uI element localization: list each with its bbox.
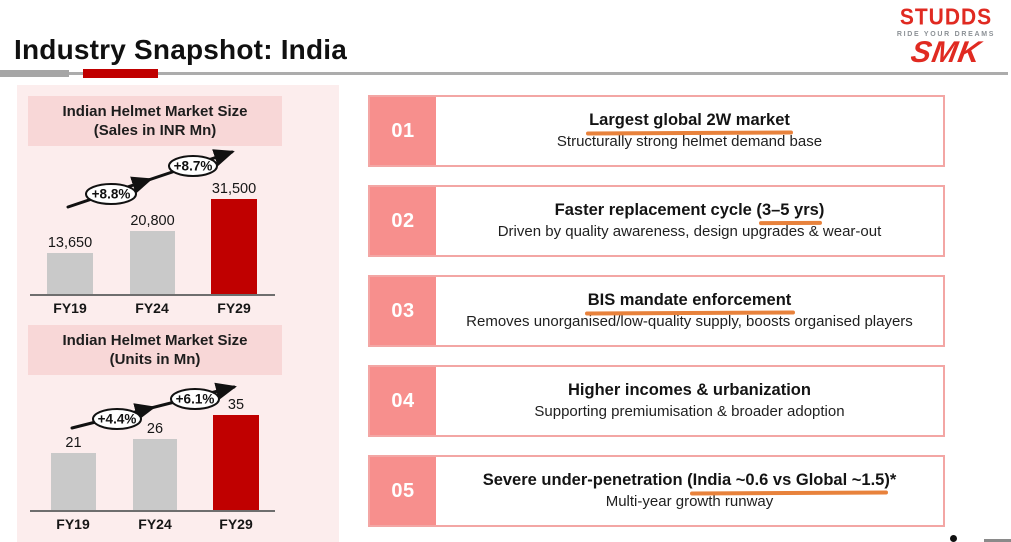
bar-value-label: 20,800 [130, 213, 175, 230]
insight-card-04: 04 Higher incomes & urbanization Support… [368, 365, 945, 437]
bar-value-label: 31,500 [211, 181, 257, 197]
axis-tick-label: FY24 [135, 300, 169, 316]
insight-card-01: 01 Largest global 2W market Structurally… [368, 95, 945, 167]
divider-line [0, 72, 1008, 75]
sales-chart-title-line2: (Sales in INR Mn) [93, 122, 217, 139]
accent-bar-gray [0, 70, 69, 77]
sales-trend-mid-arrow [130, 176, 153, 194]
underlined-text: BIS mandate enforcement [587, 291, 792, 310]
card-title: BIS mandate enforcement [588, 290, 792, 311]
units-chart-header: Indian Helmet Market Size (Units in Mn) [28, 325, 282, 375]
units-bar-fy24 [133, 439, 177, 510]
card-title: Faster replacement cycle (3–5 yrs) [554, 201, 825, 220]
growth-badge-ellipse [85, 183, 137, 205]
units-bar-fy19 [51, 453, 96, 510]
growth-badge-ellipse [168, 155, 218, 177]
bar-value-label: 21 [65, 435, 82, 451]
sales-bar-fy19 [47, 252, 93, 294]
growth-badge-label: +8.7% [174, 159, 213, 174]
underlined-text: Largest global 2W market [589, 111, 790, 130]
card-subtitle: Structurally strong helmet demand base [556, 132, 823, 150]
bar-value-label: 26 [146, 421, 164, 438]
underlined-text: India ~0.6 vs Global ~1.5 [692, 471, 885, 490]
sales-chart-title-line1: Indian Helmet Market Size [62, 102, 248, 120]
units-chart-axis [30, 510, 275, 512]
units-bar-fy29 [213, 415, 259, 510]
axis-tick-label: FY29 [217, 300, 251, 316]
units-chart-title-line1: Indian Helmet Market Size [62, 331, 248, 349]
card-number-badge: 01 [370, 97, 436, 165]
units-bar-group-fy24: 26 [133, 421, 177, 510]
growth-badge-ellipse [170, 388, 220, 410]
accent-bar-red [83, 69, 158, 78]
card-title: Higher incomes & urbanization [568, 381, 811, 400]
axis-tick-label: FY29 [219, 516, 253, 532]
growth-trend-arrows: +8.8% +8.7% +4.4% +6.1% [66, 149, 237, 430]
card-subtitle: Driven by quality awareness, design upgr… [497, 222, 882, 240]
card-subtitle: Removes unorganised/low-quality supply, … [466, 312, 913, 330]
sales-bar-fy24 [130, 231, 175, 294]
card-number-badge: 03 [370, 277, 436, 345]
growth-badge-label: +4.4% [98, 412, 137, 427]
brand-logo: STUDDS RIDE YOUR DREAMS SMK [885, 5, 1007, 69]
units-chart-title-line2: (Units in Mn) [109, 351, 201, 368]
logo-tagline: RIDE YOUR DREAMS [896, 31, 996, 38]
axis-tick-label: FY24 [138, 516, 172, 532]
card-title: Largest global 2W market [589, 110, 790, 131]
units-bar-group-fy19: 21 [51, 435, 96, 510]
sales-bar-group-fy29: 31,500 [211, 181, 257, 294]
partial-footer-line [984, 539, 1011, 542]
bar-value-label: 35 [227, 397, 245, 413]
sales-bar-fy29 [211, 199, 257, 294]
page-title: Industry Snapshot: India [14, 33, 348, 65]
growth-badge-label: +6.1% [176, 392, 215, 407]
insight-card-02: 02 Faster replacement cycle (3–5 yrs) Dr… [368, 185, 945, 257]
card-subtitle: Multi-year growth runway [605, 492, 774, 510]
sales-bar-group-fy24: 20,800 [130, 213, 175, 294]
charts-panel: Indian Helmet Market Size (Sales in INR … [17, 85, 339, 542]
logo-smk-text: SMK [908, 36, 984, 69]
units-trend-mid-arrow [133, 403, 156, 421]
card-number-badge: 05 [370, 457, 436, 525]
growth-badge-label: +8.8% [92, 187, 131, 202]
units-bar-group-fy29: 35 [213, 397, 259, 510]
card-subtitle: Supporting premiumisation & broader adop… [534, 402, 845, 420]
underlined-text: 3–5 yrs [761, 201, 819, 220]
sales-chart-header: Indian Helmet Market Size (Sales in INR … [28, 96, 282, 146]
sales-chart-axis [30, 294, 275, 296]
sales-bar-group-fy19: 13,650 [47, 235, 93, 294]
bar-value-label: 13,650 [47, 234, 93, 251]
axis-tick-label: FY19 [53, 300, 87, 316]
axis-tick-label: FY19 [56, 516, 90, 532]
card-title: Severe under-penetration (India ~0.6 vs … [482, 471, 897, 490]
logo-brand-text: STUDDS [899, 5, 993, 30]
card-number-badge: 02 [370, 187, 436, 255]
growth-badge-ellipse [92, 408, 142, 430]
insight-card-05: 05 Severe under-penetration (India ~0.6 … [368, 455, 945, 527]
card-number-badge: 04 [370, 367, 436, 435]
partial-bullet-dot [950, 535, 957, 542]
insight-card-03: 03 BIS mandate enforcement Removes unorg… [368, 275, 945, 347]
